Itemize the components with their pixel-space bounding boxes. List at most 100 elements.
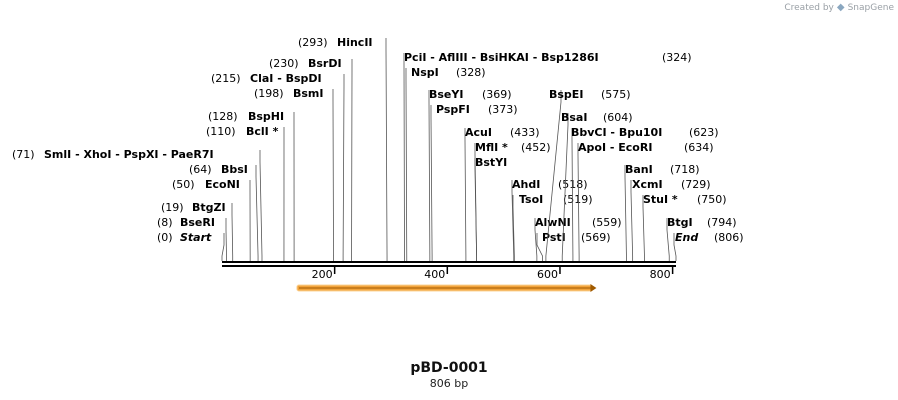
site-position: (8) xyxy=(157,216,173,229)
plasmid-length: 806 bp xyxy=(429,377,469,390)
restriction-site[interactable]: PspFI (373) xyxy=(430,103,518,261)
restriction-site[interactable]: BseYI (369) xyxy=(428,88,512,261)
restriction-site[interactable]: BsaI (604) xyxy=(561,111,633,261)
site-position: (324) xyxy=(662,51,692,64)
restriction-site[interactable]: BsmI (198) xyxy=(254,87,334,261)
restriction-site[interactable]: BanI (718) xyxy=(624,163,700,261)
restriction-site[interactable]: StuI * (750) xyxy=(642,193,727,261)
ruler-tick-label: 400 xyxy=(424,268,445,281)
restriction-site[interactable]: XcmI (729) xyxy=(630,178,711,261)
site-position: (575) xyxy=(601,88,631,101)
restriction-site[interactable]: BtgZI (19) xyxy=(161,201,234,261)
site-position: (569) xyxy=(581,231,611,244)
site-leader-line xyxy=(630,180,634,261)
restriction-site[interactable]: ApoI - EcoRI (634) xyxy=(577,141,714,261)
site-leader-line xyxy=(255,165,259,261)
restriction-site[interactable]: EcoNI (50) xyxy=(172,178,251,261)
restriction-site[interactable]: AcuI (433) xyxy=(464,126,540,261)
backbone xyxy=(222,261,676,267)
ruler-tick-label: 200 xyxy=(312,268,333,281)
watermark-brand: SnapGene xyxy=(847,2,894,13)
restriction-site[interactable]: BsrDI (230) xyxy=(269,57,353,261)
restriction-site[interactable]: Start (0) xyxy=(157,231,225,261)
site-leader-line xyxy=(571,128,574,261)
site-position: (328) xyxy=(456,66,486,79)
site-label: HincII xyxy=(337,36,373,49)
site-leader-line xyxy=(464,128,467,261)
restriction-site[interactable]: BclI * (110) xyxy=(206,125,285,261)
snapgene-logo-icon: ◆ xyxy=(836,2,845,13)
restriction-site[interactable]: BspHI (128) xyxy=(208,110,295,261)
site-label: SmlI - XhoI - PspXI - PaeR7I xyxy=(44,148,214,161)
site-label: BanI xyxy=(625,163,653,176)
restriction-site[interactable]: PciI - AflIII - BsiHKAI - Bsp1286I (324) xyxy=(403,51,692,261)
site-label: BsrDI xyxy=(308,57,342,70)
restriction-site[interactable]: SmlI - XhoI - PspXI - PaeR7I (71) xyxy=(12,148,263,261)
site-label: PstI xyxy=(542,231,566,244)
site-position: (729) xyxy=(681,178,711,191)
site-leader-line xyxy=(666,218,670,261)
site-position: (433) xyxy=(510,126,540,139)
site-label: BstYI xyxy=(475,156,507,169)
restriction-site[interactable]: BtgI (794) xyxy=(666,216,737,261)
site-leader-line xyxy=(512,195,515,261)
site-position: (623) xyxy=(689,126,719,139)
site-label: BtgI xyxy=(667,216,693,229)
site-position: (293) xyxy=(298,36,328,49)
site-position: (806) xyxy=(714,231,744,244)
site-leader-line xyxy=(474,158,478,261)
site-position: (750) xyxy=(697,193,727,206)
ruler: 200 400 600 800 xyxy=(312,267,674,281)
restriction-site[interactable]: BbsI (64) xyxy=(189,163,259,261)
site-leader-line xyxy=(385,38,388,261)
restriction-site[interactable]: NspI (328) xyxy=(405,66,486,261)
restriction-site[interactable]: BspEI (575) xyxy=(545,88,631,261)
site-position: (71) xyxy=(12,148,35,161)
site-position: (50) xyxy=(172,178,195,191)
site-position: (519) xyxy=(563,193,593,206)
site-position: (559) xyxy=(592,216,622,229)
site-label: PspFI xyxy=(436,103,470,116)
site-leader-line xyxy=(624,165,627,261)
feature-arrowhead-icon xyxy=(590,284,597,292)
restriction-site[interactable]: BbvCI - Bpu10I (623) xyxy=(571,126,719,261)
site-label: BclI * xyxy=(246,125,279,138)
site-label: StuI * xyxy=(643,193,678,206)
site-label: AcuI xyxy=(465,126,492,139)
plasmid-name: pBD-0001 xyxy=(410,360,488,376)
site-label: XcmI xyxy=(632,178,663,191)
site-label: BbsI xyxy=(221,163,248,176)
feature-layer xyxy=(296,284,597,292)
ruler-tick-label: 600 xyxy=(537,268,558,281)
restriction-site[interactable]: HincII (293) xyxy=(298,36,388,261)
site-label: BspHI xyxy=(248,110,284,123)
site-label: BsaI xyxy=(561,111,587,124)
site-position: (452) xyxy=(521,141,551,154)
site-leader-line xyxy=(536,233,543,261)
site-leader-line xyxy=(430,105,433,261)
site-leader-line xyxy=(332,89,334,261)
site-position: (718) xyxy=(670,163,700,176)
restriction-site[interactable]: ClaI - BspDI (215) xyxy=(211,72,345,261)
site-label: MflI * xyxy=(475,141,508,154)
restriction-site[interactable]: BstYI xyxy=(474,156,507,261)
site-label: ApoI - EcoRI xyxy=(578,141,652,154)
site-leader-line xyxy=(511,180,515,261)
site-position: (215) xyxy=(211,72,241,85)
restriction-site[interactable]: End (806) xyxy=(673,231,744,261)
site-leader-line xyxy=(231,203,234,261)
site-leader-line xyxy=(405,68,408,261)
site-label: BspEI xyxy=(549,88,583,101)
site-label: AhdI xyxy=(512,178,540,191)
site-position: (64) xyxy=(189,163,212,176)
restriction-site[interactable]: AlwNI (559) xyxy=(534,216,622,261)
site-position: (369) xyxy=(482,88,512,101)
restriction-site[interactable]: TsoI (519) xyxy=(512,193,593,261)
site-leader-line xyxy=(403,53,405,261)
site-leader-line xyxy=(259,150,263,261)
restriction-site[interactable]: BseRI (8) xyxy=(157,216,227,261)
site-label: BbvCI - Bpu10I xyxy=(571,126,662,139)
site-leader-line xyxy=(221,233,225,261)
site-position: (518) xyxy=(558,178,588,191)
watermark: Created by ◆ SnapGene xyxy=(784,2,894,13)
